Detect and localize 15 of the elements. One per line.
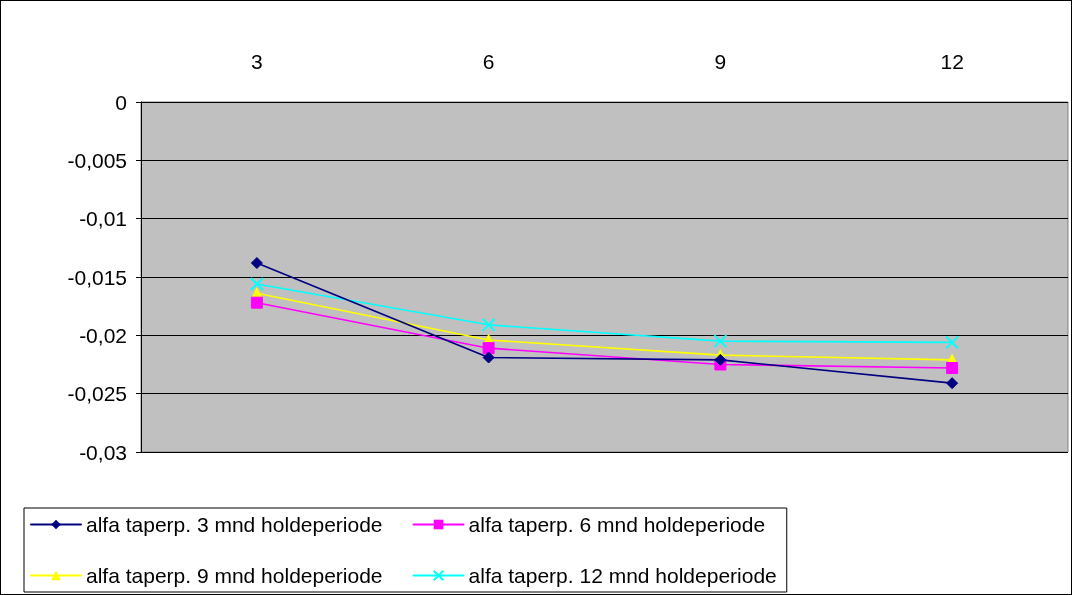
y-tick-label: -0,02 [79, 323, 127, 347]
x-tick-label: 9 [714, 50, 727, 73]
y-tick-label: -0,01 [79, 207, 127, 231]
x-tick-label: 3 [251, 50, 263, 73]
x-tick-label: 6 [482, 50, 495, 73]
legend-label: alfa taperp. 6 mnd holdeperiode [468, 513, 766, 536]
x-tick-label: 12 [940, 50, 964, 73]
y-tick-label: -0,03 [79, 440, 127, 464]
y-tick-label: -0,015 [67, 265, 127, 289]
y-tick-label: -0,025 [67, 382, 127, 406]
y-tick-label: 0 [115, 90, 127, 114]
legend-label: alfa taperp. 3 mnd holdeperiode [86, 513, 383, 536]
legend-label: alfa taperp. 9 mnd holdeperiode [86, 564, 383, 587]
y-tick-label: -0,005 [67, 148, 127, 172]
legend-label: alfa taperp. 12 mnd holdeperiode [468, 564, 777, 587]
